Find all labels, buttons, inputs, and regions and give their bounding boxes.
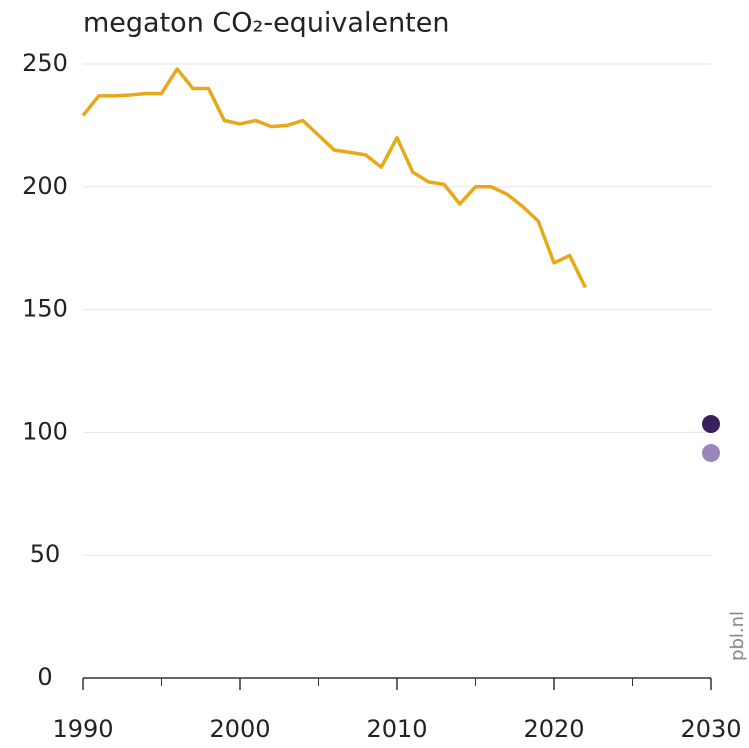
y-tick-label: 100 xyxy=(22,417,68,445)
chart-title: megaton CO₂-equivalenten xyxy=(83,8,450,39)
x-tick-label: 1990 xyxy=(52,715,113,743)
line xyxy=(81,67,587,289)
y-tick-label: 0 xyxy=(37,663,52,691)
y-tick-label: 200 xyxy=(22,172,68,200)
x-tick-label: 2020 xyxy=(523,715,584,743)
y-tick-label: 50 xyxy=(30,540,61,568)
target-point xyxy=(702,444,720,463)
source-label: pbl.nl xyxy=(727,611,748,661)
y-tick-label: 250 xyxy=(22,49,68,77)
x-tick-label: 2010 xyxy=(366,715,427,743)
x-tick-label: 2030 xyxy=(680,715,741,743)
target-point xyxy=(702,415,720,434)
x-tick-label: 2000 xyxy=(209,715,270,743)
y-tick-label: 150 xyxy=(22,295,68,323)
